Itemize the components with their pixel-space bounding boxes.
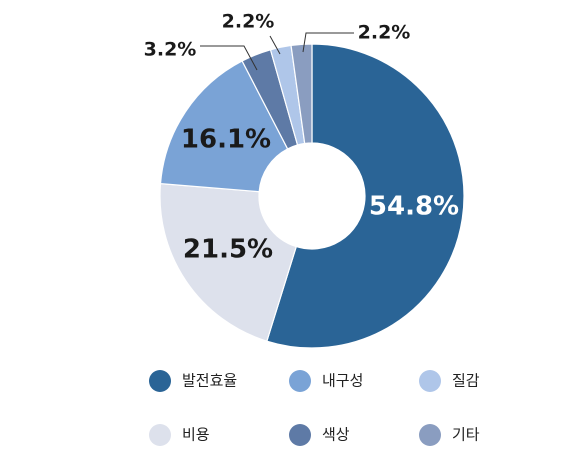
- slice: [290, 43, 313, 145]
- legend-marker: [419, 424, 441, 446]
- legend-marker: [289, 424, 311, 446]
- legend-label: 발전효율: [182, 372, 237, 390]
- leader-line: [302, 32, 354, 53]
- legend-marker: [289, 370, 311, 392]
- legend-label: 기타: [452, 426, 480, 444]
- data-label: 54.8%: [369, 192, 459, 222]
- data-label: 2.2%: [358, 22, 411, 44]
- data-label: 16.1%: [181, 125, 271, 155]
- leader-line: [269, 35, 281, 55]
- legend-label: 질감: [452, 372, 480, 390]
- leader-line: [200, 45, 258, 71]
- legend-marker: [149, 424, 171, 446]
- data-label: 21.5%: [183, 235, 273, 265]
- legend-label: 색상: [322, 426, 350, 444]
- slice: [159, 182, 298, 342]
- legend-label: 비용: [182, 426, 210, 444]
- slice: [159, 60, 289, 193]
- slice: [266, 43, 465, 349]
- legend-marker: [419, 370, 441, 392]
- legend-label: 내구성: [322, 372, 363, 390]
- legend-marker: [149, 370, 171, 392]
- data-label: 3.2%: [144, 39, 197, 61]
- data-label: 2.2%: [222, 11, 275, 33]
